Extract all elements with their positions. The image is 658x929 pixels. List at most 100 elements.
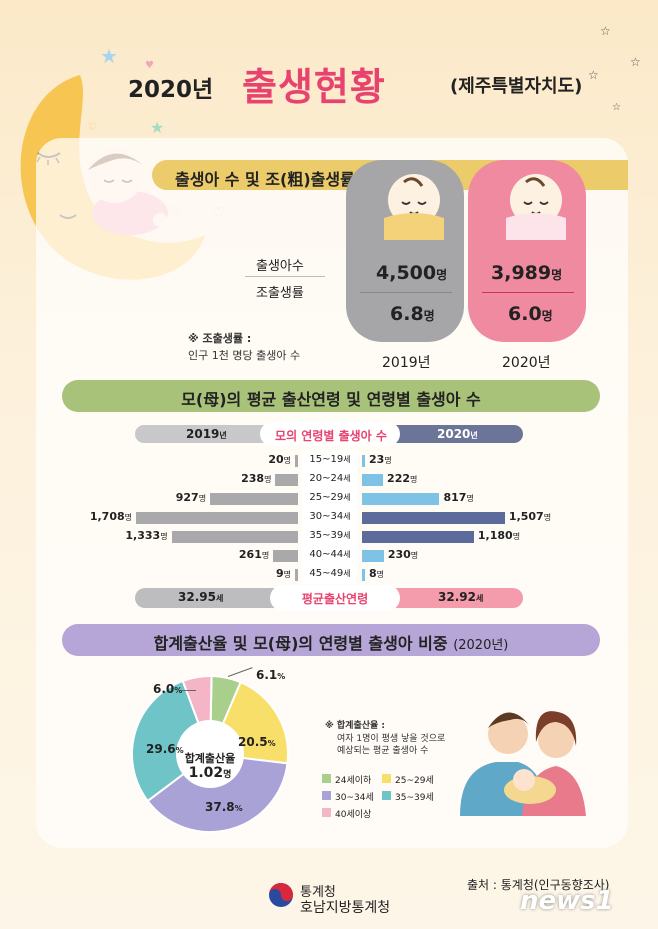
divider bbox=[245, 276, 325, 277]
heart-icon: ♡ bbox=[88, 122, 97, 133]
births-2019: 4,500명 bbox=[376, 262, 448, 284]
bar-2019-30~34 bbox=[136, 512, 298, 524]
value-label-2019: 1,708명 bbox=[89, 510, 132, 523]
value-label-2020: 1,180명 bbox=[477, 529, 521, 542]
bar-2020-30~34 bbox=[362, 512, 505, 524]
legend-swatch bbox=[322, 808, 331, 817]
value-label-2020: 23명 bbox=[369, 453, 392, 466]
baby-face-icon bbox=[384, 174, 444, 240]
value-label-2020: 222명 bbox=[387, 472, 418, 485]
value-label-2019: 261명 bbox=[238, 548, 270, 561]
tfr-note-line2: 예상되는 평균 출생아 수 bbox=[337, 746, 429, 756]
source-text: 출처 : 통계청(인구동향조사) bbox=[467, 878, 610, 892]
bar-2020-20~24 bbox=[362, 474, 384, 486]
age-column bbox=[302, 450, 358, 584]
section2-header bbox=[62, 380, 600, 412]
taegeuk-logo-icon bbox=[269, 883, 293, 907]
legend-2019-label: 2019년 bbox=[186, 427, 227, 441]
divider bbox=[482, 292, 574, 293]
section2-title: 모(母)의 평균 출산연령 및 연령별 출생아 수 bbox=[181, 390, 481, 409]
age-label: 25~29세 bbox=[309, 492, 351, 503]
star-icon: ☆ bbox=[630, 55, 641, 69]
value-label-2019: 9명 bbox=[275, 567, 291, 580]
header: 2020년 출생현황 (제주특별자치도) bbox=[0, 52, 658, 112]
footer-org-line1: 통계청 bbox=[300, 885, 336, 900]
year-label-2019: 2019년 bbox=[382, 355, 431, 371]
avg-age-2020-bar bbox=[392, 588, 523, 608]
star-icon: ☆ bbox=[612, 102, 621, 113]
bar-2019-35~39 bbox=[171, 531, 298, 543]
age-label: 20~24세 bbox=[309, 473, 351, 484]
pie-value-label: 29.6% bbox=[146, 742, 184, 756]
pie-center-label: 합계출산율 bbox=[184, 752, 236, 765]
value-label-2020: 8명 bbox=[369, 567, 385, 580]
news1-logo: news1 bbox=[520, 886, 614, 916]
legend-label: 40세이상 bbox=[335, 810, 372, 820]
pie-value-label: 20.5% bbox=[238, 735, 276, 749]
value-label-2019: 927명 bbox=[175, 491, 207, 504]
year-label-2020: 2020년 bbox=[502, 355, 551, 371]
pie-center-value: 1.02명 bbox=[188, 765, 232, 781]
section1-title: 출생아 수 및 조(粗)출생률 bbox=[175, 170, 355, 189]
value-label-2020: 1,507명 bbox=[508, 510, 552, 523]
leader-line bbox=[182, 690, 196, 691]
bar-2019-25~29 bbox=[210, 493, 298, 505]
page-title: 출생현황 bbox=[242, 65, 386, 109]
legend-2019-bar bbox=[135, 425, 275, 443]
baby-face-icon bbox=[506, 174, 566, 240]
avg-age-2019: 32.95세 bbox=[178, 590, 224, 604]
title-region: (제주특별자치도) bbox=[450, 76, 583, 97]
footer-org-line2: 호남지방통계청 bbox=[300, 900, 391, 916]
value-label-2019: 20명 bbox=[268, 453, 291, 466]
age-label: 45~49세 bbox=[309, 568, 351, 579]
pie-chart bbox=[131, 674, 289, 833]
pie-hole bbox=[176, 720, 244, 788]
chart-subtitle-box bbox=[260, 422, 400, 446]
legend-2020-label: 2020년 bbox=[437, 427, 478, 441]
family-illustration bbox=[460, 711, 586, 816]
pie-value-label: 6.0% bbox=[153, 682, 183, 696]
crude-rate-label: 조출생률 bbox=[256, 286, 304, 301]
avg-age-2019-bar bbox=[135, 588, 285, 608]
bar-2019-40~44 bbox=[273, 550, 298, 562]
bar-2020-35~39 bbox=[362, 531, 474, 543]
legend-swatch bbox=[322, 791, 331, 800]
pie-slice-30~34세 bbox=[146, 752, 289, 833]
bar-2020-40~44 bbox=[362, 550, 384, 562]
star-icon: ★ bbox=[150, 118, 165, 137]
section3-header bbox=[62, 624, 600, 656]
legend-swatch bbox=[382, 774, 391, 783]
bar-2020-45~49 bbox=[362, 569, 365, 581]
tfr-note-line1: 여자 1명이 평생 낳을 것으로 bbox=[337, 734, 446, 744]
star-icon: ★ bbox=[100, 44, 118, 68]
star-icon: ☆ bbox=[600, 24, 611, 38]
avg-age-label: 평균출산연령 bbox=[301, 592, 369, 606]
bar-2020-25~29 bbox=[362, 493, 440, 505]
legend-swatch bbox=[382, 791, 391, 800]
pie-slice-35~39세 bbox=[131, 679, 212, 803]
divider bbox=[360, 292, 452, 293]
title-year: 2020년 bbox=[128, 77, 214, 103]
value-label-2019: 1,333명 bbox=[125, 529, 168, 542]
bar-2019-20~24 bbox=[275, 474, 298, 486]
age-label: 15~19세 bbox=[309, 454, 351, 465]
value-label-2020: 817명 bbox=[443, 491, 474, 504]
legend-swatch bbox=[322, 774, 331, 783]
legend-label: 35~39세 bbox=[395, 793, 434, 803]
age-label: 35~39세 bbox=[309, 530, 351, 541]
section3-title: 합계출산율 및 모(母)의 연령별 출생아 비중 (2020년) bbox=[153, 634, 509, 653]
avg-age-2020: 32.92세 bbox=[438, 590, 484, 604]
star-icon: ☆ bbox=[588, 68, 599, 82]
avg-age-label-box bbox=[270, 585, 400, 611]
rate-2019: 6.8명 bbox=[390, 303, 435, 325]
legend-label: 30~34세 bbox=[335, 793, 374, 803]
age-label: 40~44세 bbox=[309, 549, 351, 560]
legend-2020-bar bbox=[387, 425, 523, 443]
births-2020: 3,989명 bbox=[491, 262, 563, 284]
bar-2020-15~19 bbox=[362, 455, 365, 467]
tfr-note-title: ※ 합계출산율 : bbox=[325, 721, 386, 731]
legend-label: 25~29세 bbox=[395, 776, 434, 786]
bar-2019-15~19 bbox=[295, 455, 298, 467]
legend-label: 24세이하 bbox=[335, 776, 372, 786]
rate-2020: 6.0명 bbox=[508, 303, 553, 325]
